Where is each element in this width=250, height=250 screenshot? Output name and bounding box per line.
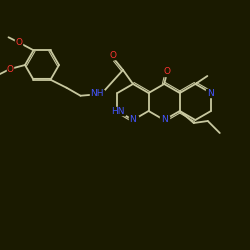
Text: HN: HN bbox=[111, 106, 124, 116]
Bar bbox=[163, 68, 172, 76]
Bar bbox=[15, 39, 22, 46]
Text: O: O bbox=[110, 50, 116, 59]
Bar bbox=[90, 90, 104, 98]
Bar bbox=[108, 51, 118, 59]
Bar bbox=[160, 116, 169, 124]
Bar bbox=[110, 107, 125, 115]
Text: O: O bbox=[6, 64, 14, 74]
Text: O: O bbox=[15, 38, 22, 47]
Bar bbox=[7, 66, 13, 72]
Text: N: N bbox=[130, 116, 136, 124]
Text: NH: NH bbox=[90, 89, 103, 98]
Text: N: N bbox=[208, 88, 214, 98]
Bar bbox=[128, 116, 138, 124]
Bar bbox=[206, 89, 216, 97]
Text: O: O bbox=[164, 68, 171, 76]
Text: N: N bbox=[161, 116, 168, 124]
